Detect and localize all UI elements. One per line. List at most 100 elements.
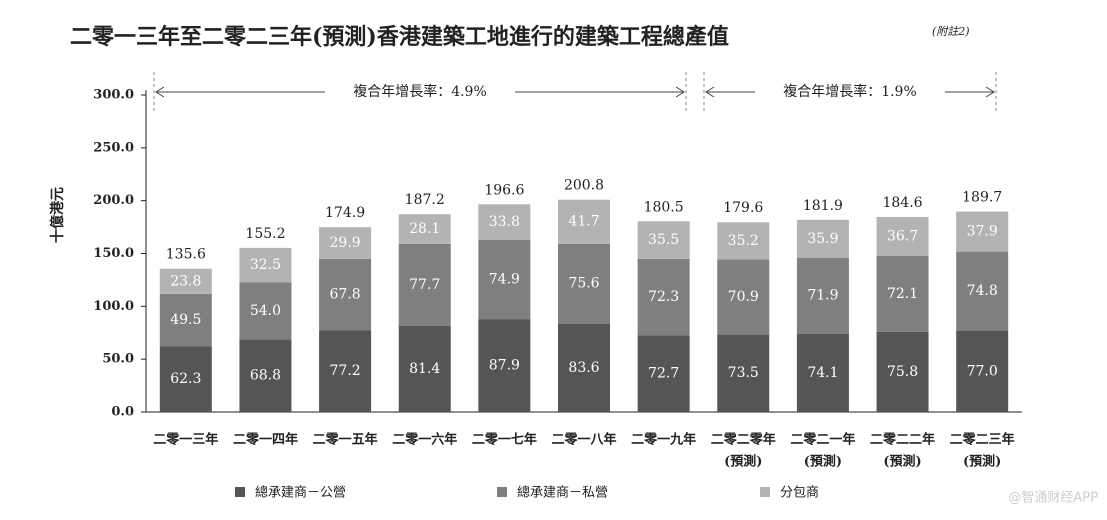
total-label: 200.8 (564, 178, 604, 194)
arrow-head (155, 86, 165, 98)
value-label: 72.7 (648, 366, 679, 382)
value-label: 29.9 (330, 235, 361, 251)
x-tick-label: (預測) (804, 454, 842, 470)
legend-swatch (497, 487, 507, 497)
bar-segment (956, 251, 1009, 331)
x-tick-label: (預測) (724, 454, 762, 470)
bar-segment (558, 199, 610, 244)
total-label: 155.2 (245, 226, 285, 242)
annotation: 複合年增長率：1.9% (783, 83, 917, 100)
title-note: (附註2) (932, 25, 970, 38)
value-label: 68.8 (250, 368, 281, 384)
arrow-head (985, 86, 995, 98)
bar-segment (319, 258, 372, 331)
x-tick-label: (預測) (883, 454, 921, 470)
bar-segment (478, 319, 531, 412)
value-label: 54.0 (250, 303, 281, 319)
x-tick-label: 二零一五年 (313, 432, 378, 448)
bar-segment (956, 330, 1009, 412)
bar-segment (398, 325, 451, 412)
x-tick-label: 二零一七年 (472, 432, 537, 448)
value-label: 67.8 (330, 287, 361, 303)
value-label: 28.1 (409, 221, 440, 237)
bar-segment (717, 222, 770, 260)
value-label: 62.3 (170, 371, 201, 387)
value-label: 70.9 (728, 289, 759, 305)
total-label: 187.2 (405, 192, 445, 208)
y-tick-label: 200.0 (93, 193, 134, 208)
legend-label: 總承建商－私營 (517, 485, 608, 501)
arrow-head (705, 86, 715, 98)
x-tick-label: 二零二二年 (870, 432, 935, 448)
value-label: 37.9 (967, 224, 998, 240)
x-tick-label: 二零一九年 (631, 432, 696, 448)
value-label: 72.3 (648, 289, 679, 305)
total-label: 181.9 (803, 198, 843, 214)
x-tick-label: 二零一六年 (392, 432, 457, 448)
total-label: 174.9 (325, 205, 365, 221)
bar-segment (159, 346, 212, 412)
bar-segment (637, 221, 690, 259)
legend-label: 總承建商－公營 (255, 485, 346, 501)
value-label: 75.6 (568, 276, 599, 292)
bar-segment (876, 331, 929, 412)
bar-segment (478, 239, 531, 320)
bar-segment (876, 255, 929, 332)
value-label: 72.1 (887, 286, 918, 302)
total-label: 189.7 (962, 190, 1002, 206)
bar-segment (159, 293, 212, 347)
value-label: 74.8 (967, 283, 998, 299)
bar-segment (558, 243, 610, 324)
bar-segment (239, 282, 292, 340)
value-label: 33.8 (489, 214, 520, 230)
value-label: 35.5 (648, 232, 679, 248)
value-label: 41.7 (568, 214, 599, 230)
value-label: 74.9 (489, 272, 520, 288)
x-tick-label: (預測) (963, 454, 1001, 470)
legend-swatch (760, 487, 770, 497)
x-tick-label: 二零一三年 (153, 432, 218, 448)
value-label: 74.1 (807, 365, 838, 381)
total-label: 180.5 (644, 199, 684, 215)
x-tick-label: 二零一四年 (233, 432, 298, 448)
bar-segment (159, 268, 212, 294)
total-label: 196.6 (484, 182, 524, 198)
bar-segment (398, 243, 451, 326)
value-label: 23.8 (170, 273, 201, 289)
bar-segment (398, 214, 451, 244)
y-tick-label: 100.0 (93, 299, 134, 314)
bar-segment (796, 333, 849, 412)
value-label: 36.7 (887, 228, 918, 244)
value-label: 75.8 (887, 364, 918, 380)
value-label: 49.5 (170, 312, 201, 328)
x-tick-label: 二零二三年 (950, 432, 1015, 448)
value-label: 73.5 (728, 365, 759, 381)
y-tick-label: 0.0 (111, 405, 134, 420)
value-label: 32.5 (250, 257, 281, 273)
chart-title: 二零一三年至二零二三年(預測)香港建築工地進行的建築工程總產值 (70, 24, 729, 50)
bar-segment (717, 259, 770, 335)
bar-segment (796, 257, 849, 334)
y-tick-label: 50.0 (102, 352, 134, 367)
value-label: 35.9 (807, 231, 838, 247)
value-label: 83.6 (568, 360, 599, 376)
total-label: 179.6 (723, 200, 763, 216)
arrow-head (675, 86, 685, 98)
legend-label: 分包商 (780, 486, 819, 501)
y-tick-label: 250.0 (93, 140, 134, 155)
value-label: 35.2 (728, 233, 759, 249)
bar-segment (239, 339, 292, 412)
y-axis-label: 十億港元 (49, 187, 66, 243)
bar-segment (558, 323, 610, 412)
bar-segment (478, 204, 531, 240)
bar-segment (796, 219, 849, 258)
value-label: 81.4 (409, 361, 440, 377)
y-tick-label: 150.0 (93, 246, 134, 261)
total-label: 135.6 (166, 247, 206, 263)
value-label: 77.2 (330, 363, 361, 379)
x-tick-label: 二零二零年 (711, 432, 776, 448)
value-label: 77.7 (409, 277, 440, 293)
bar-segment (319, 227, 372, 259)
bar-segment (239, 247, 292, 283)
